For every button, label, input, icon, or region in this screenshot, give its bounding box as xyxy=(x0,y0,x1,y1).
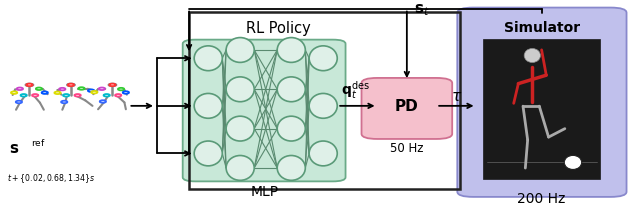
Ellipse shape xyxy=(42,91,48,94)
Text: RL Policy: RL Policy xyxy=(246,21,311,36)
Text: MLP: MLP xyxy=(250,185,278,199)
Ellipse shape xyxy=(309,141,337,166)
Ellipse shape xyxy=(88,89,94,92)
Ellipse shape xyxy=(67,83,76,87)
Text: 200 Hz: 200 Hz xyxy=(517,192,566,206)
Ellipse shape xyxy=(226,156,254,180)
Ellipse shape xyxy=(91,91,97,93)
Ellipse shape xyxy=(115,94,122,97)
Ellipse shape xyxy=(36,88,42,90)
Ellipse shape xyxy=(26,84,33,86)
Ellipse shape xyxy=(118,88,124,90)
FancyBboxPatch shape xyxy=(182,40,346,181)
Ellipse shape xyxy=(123,91,129,94)
Ellipse shape xyxy=(226,77,254,102)
Ellipse shape xyxy=(194,46,222,71)
Text: 50 Hz: 50 Hz xyxy=(390,142,424,155)
Text: $\tau$: $\tau$ xyxy=(451,89,462,104)
FancyBboxPatch shape xyxy=(483,39,600,179)
Ellipse shape xyxy=(61,101,67,103)
Ellipse shape xyxy=(109,84,116,86)
Text: $_{t+\{0.02,0.68,1.34\}s}$: $_{t+\{0.02,0.68,1.34\}s}$ xyxy=(7,172,95,187)
Text: PD: PD xyxy=(395,99,419,114)
Ellipse shape xyxy=(63,94,69,97)
Ellipse shape xyxy=(100,100,106,103)
Ellipse shape xyxy=(564,155,582,169)
Ellipse shape xyxy=(226,38,254,62)
Ellipse shape xyxy=(17,88,23,90)
Ellipse shape xyxy=(78,87,84,90)
FancyBboxPatch shape xyxy=(362,78,452,139)
Ellipse shape xyxy=(16,101,22,103)
Text: $\mathbf{q}_t^{\mathrm{des}}$: $\mathbf{q}_t^{\mathrm{des}}$ xyxy=(340,79,369,101)
Ellipse shape xyxy=(524,49,540,63)
Text: Simulator: Simulator xyxy=(504,21,580,35)
Ellipse shape xyxy=(277,77,305,102)
Ellipse shape xyxy=(309,93,337,118)
Ellipse shape xyxy=(11,91,17,94)
Text: $\mathbf{s}$: $\mathbf{s}$ xyxy=(9,140,19,156)
Ellipse shape xyxy=(104,94,110,97)
Ellipse shape xyxy=(194,93,222,118)
Ellipse shape xyxy=(54,92,61,94)
Ellipse shape xyxy=(226,116,254,141)
Ellipse shape xyxy=(99,88,105,90)
Ellipse shape xyxy=(309,46,337,71)
Ellipse shape xyxy=(277,116,305,141)
Ellipse shape xyxy=(60,88,65,90)
Ellipse shape xyxy=(25,83,34,87)
Ellipse shape xyxy=(108,83,116,87)
Ellipse shape xyxy=(20,94,27,97)
Ellipse shape xyxy=(68,84,74,86)
Ellipse shape xyxy=(194,141,222,166)
FancyBboxPatch shape xyxy=(458,8,627,197)
Text: $\mathrm{ref}$: $\mathrm{ref}$ xyxy=(31,137,45,148)
Ellipse shape xyxy=(74,94,81,97)
Text: $\mathbf{s}_t$: $\mathbf{s}_t$ xyxy=(414,2,430,18)
Ellipse shape xyxy=(32,94,38,97)
Ellipse shape xyxy=(277,156,305,180)
Ellipse shape xyxy=(277,38,305,62)
